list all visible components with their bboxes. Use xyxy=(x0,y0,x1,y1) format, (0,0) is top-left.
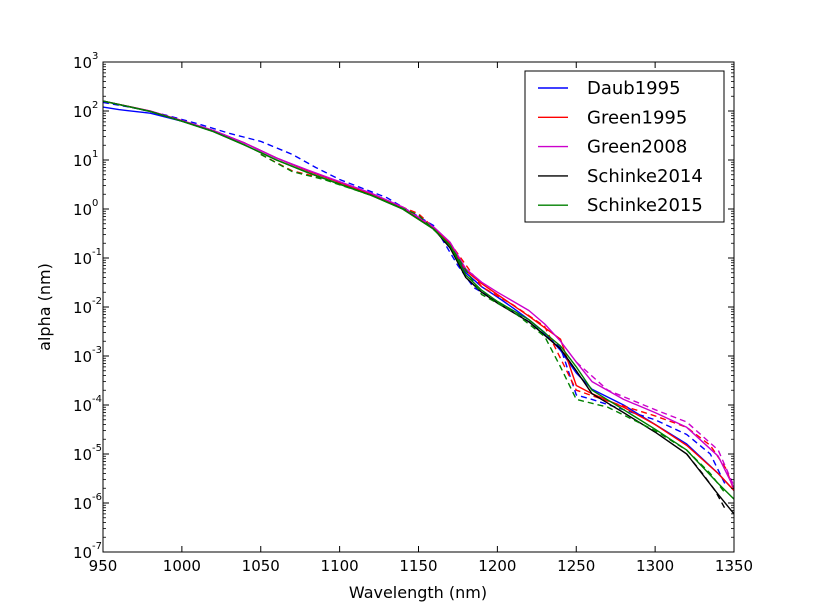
x-tick-label: 1200 xyxy=(478,557,516,575)
series-line-green2008-dashed xyxy=(575,361,734,487)
y-tick-exponent: -4 xyxy=(92,394,102,405)
y-axis-title: alpha (nm) xyxy=(35,263,54,351)
x-tick-label: 1250 xyxy=(557,557,595,575)
y-tick-exponent: 1 xyxy=(92,149,98,160)
x-tick-label: 1300 xyxy=(636,557,674,575)
y-tick-exponent: -5 xyxy=(92,443,102,454)
legend-label-green2008: Green2008 xyxy=(587,137,687,158)
y-tick-exponent: -2 xyxy=(92,296,102,307)
x-tick-label: 950 xyxy=(89,557,118,575)
y-tick-label: 10 xyxy=(73,397,92,415)
ticks-layer xyxy=(102,61,735,553)
y-tick-label: 10 xyxy=(73,544,92,562)
y-tick-label: 10 xyxy=(73,54,92,72)
legend: Daub1995 Green1995 Green2008 Schinke2014 Sch… xyxy=(524,70,725,223)
x-tick-label: 1050 xyxy=(242,557,280,575)
series-line-schinke2015-solid xyxy=(103,100,734,500)
y-tick-label: 10 xyxy=(73,495,92,513)
y-tick-label: 10 xyxy=(73,299,92,317)
x-tick-label: 1000 xyxy=(163,557,201,575)
y-tick-label: 10 xyxy=(73,201,92,219)
y-tick-exponent: -3 xyxy=(92,345,102,356)
y-tick-label: 10 xyxy=(73,446,92,464)
legend-label-daub1995: Daub1995 xyxy=(587,78,681,99)
x-tick-label: 1100 xyxy=(321,557,359,575)
legend-label-schinke2015: Schinke2015 xyxy=(587,195,703,216)
y-tick-exponent: -1 xyxy=(92,247,102,258)
y-tick-label: 10 xyxy=(73,103,92,121)
legend-label-green1995: Green1995 xyxy=(587,107,687,128)
series-layer xyxy=(103,100,734,515)
x-tick-label: 1150 xyxy=(399,557,437,575)
y-tick-exponent: 2 xyxy=(92,100,98,111)
x-tick-label: 1350 xyxy=(715,557,753,575)
y-tick-label: 10 xyxy=(73,250,92,268)
y-tick-exponent: -7 xyxy=(92,541,102,552)
series-line-schinke2014-dashed xyxy=(686,453,726,509)
y-tick-label: 10 xyxy=(73,152,92,170)
series-line-green2008-solid xyxy=(103,100,734,489)
x-axis-title: Wavelength (nm) xyxy=(349,583,487,602)
y-tick-exponent: 3 xyxy=(92,51,98,62)
y-tick-label: 10 xyxy=(73,348,92,366)
series-line-schinke2015-dashed xyxy=(260,153,727,495)
y-tick-exponent: -6 xyxy=(92,492,102,503)
y-tick-exponent: 0 xyxy=(92,198,98,209)
legend-label-schinke2014: Schinke2014 xyxy=(587,166,703,187)
